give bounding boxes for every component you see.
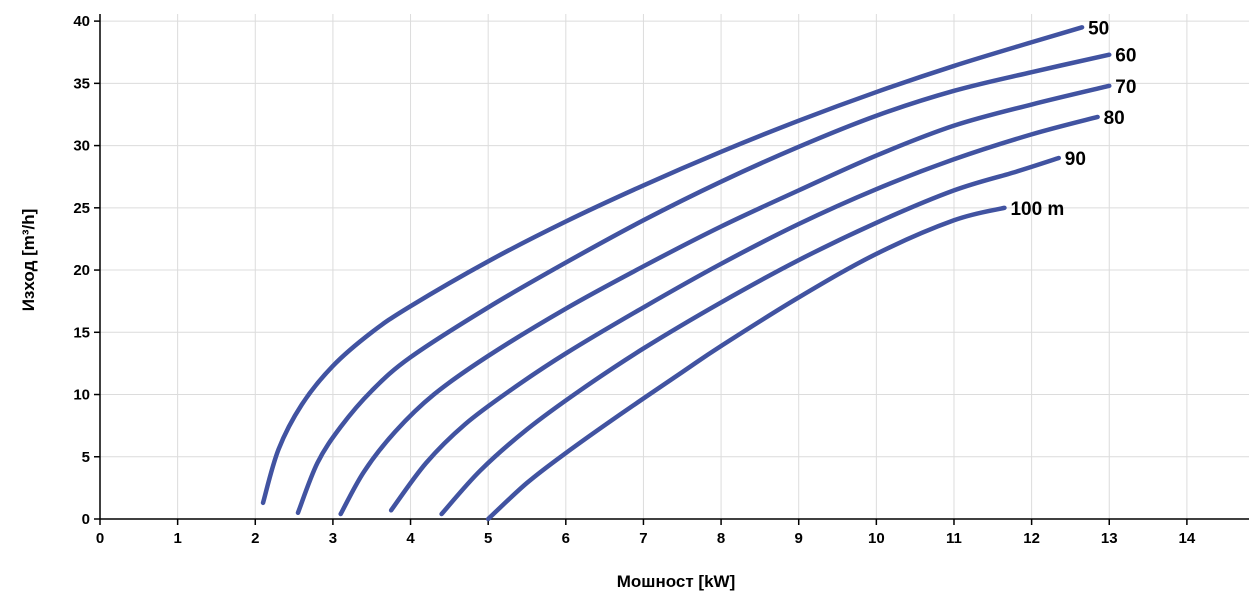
x-axis-title: Мошност [kW] — [617, 572, 735, 591]
y-axis-title: Изход [m³/h] — [19, 209, 38, 312]
y-tick-label: 10 — [73, 387, 90, 404]
x-tick-label: 9 — [795, 530, 803, 547]
x-tick-label: 0 — [96, 530, 104, 547]
y-tick-label: 15 — [73, 324, 90, 341]
x-tick-label: 10 — [868, 530, 885, 547]
y-tick-label: 35 — [73, 75, 90, 92]
y-tick-label: 5 — [82, 449, 90, 466]
series-label: 90 — [1065, 149, 1086, 170]
y-tick-label: 30 — [73, 138, 90, 155]
y-tick-label: 25 — [73, 200, 90, 217]
series-labels: 50 60 70 80 90 100 m — [1010, 18, 1136, 219]
series-group — [260, 25, 1112, 522]
y-tick-label: 0 — [82, 511, 90, 528]
x-tick-label: 8 — [717, 530, 725, 547]
x-tick-label: 6 — [562, 530, 570, 547]
x-tick-label: 2 — [251, 530, 259, 547]
x-tick-label: 14 — [1179, 530, 1196, 547]
grid — [100, 14, 1249, 519]
y-tick-label: 20 — [73, 262, 90, 279]
series-line-50 — [260, 25, 1085, 506]
series-line-80 — [388, 114, 1100, 513]
series-label: 70 — [1115, 77, 1136, 98]
series-label: 100 m — [1010, 199, 1064, 220]
x-tick-label: 11 — [946, 530, 962, 547]
x-tick-label: 5 — [484, 530, 492, 547]
series-label: 60 — [1115, 46, 1136, 67]
series-label: 50 — [1088, 18, 1109, 39]
x-tick-label: 1 — [173, 530, 181, 547]
series-label: 80 — [1104, 108, 1125, 129]
x-tick-label: 13 — [1101, 530, 1118, 547]
y-tick-label: 40 — [73, 13, 90, 30]
series-line-90 — [439, 155, 1062, 517]
x-tick-label: 3 — [329, 530, 337, 547]
series-line-70 — [338, 83, 1112, 517]
x-tick-label: 12 — [1023, 530, 1040, 547]
series-line-100-m — [485, 205, 1007, 522]
x-tick-label: 4 — [406, 530, 415, 547]
x-tick-label: 7 — [639, 530, 647, 547]
series-line-60 — [295, 52, 1112, 516]
